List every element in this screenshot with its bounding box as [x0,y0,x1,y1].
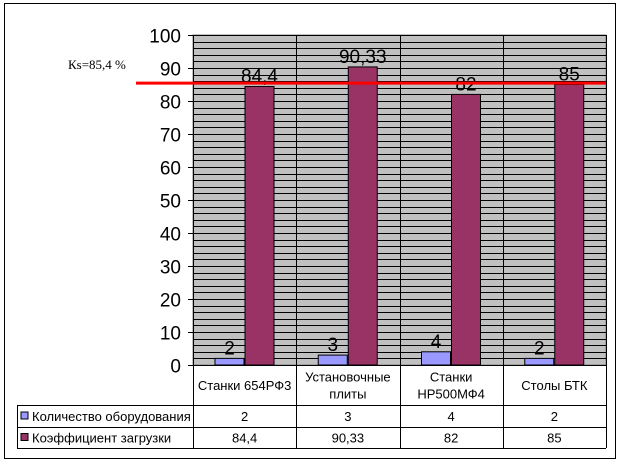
y-tick-label: 10 [160,324,181,345]
category-label: Столы БТК [521,378,588,393]
category-label: HP500МФ4 [417,387,485,402]
category-label: Станки 654РФ3 [198,378,292,393]
data-label: 90,33 [339,47,387,68]
y-tick-label: 40 [160,225,181,246]
legend-series-name: Количество оборудования [32,409,191,424]
bar-equipment-count [421,351,451,366]
legend-swatch [20,411,29,420]
y-tick-label: 60 [160,159,181,180]
y-tick-label: 0 [170,357,181,378]
y-tick-label: 90 [160,60,181,81]
table-cell-value: 82 [444,431,458,446]
bar-load-factor [347,66,378,366]
data-label: 2 [224,338,235,359]
data-label: 82 [455,74,476,95]
y-tick-label: 50 [160,192,181,213]
table-cell-value: 2 [241,409,248,424]
table-cell-value: 84,4 [232,431,257,446]
legend-series-name: Коэффициент загрузки [32,431,171,446]
y-tick-label: 20 [160,291,181,312]
table-cell-value: 2 [551,409,558,424]
data-label: 3 [327,335,338,356]
category-label: Установочные [305,370,391,385]
table-cell-value: 3 [344,409,351,424]
category-label: Станки [430,370,473,385]
reference-line-label: Кs=85,4 % [68,57,126,72]
data-label: 2 [534,338,545,359]
y-tick-label: 100 [149,27,181,48]
data-label: 4 [431,332,442,353]
bar-load-factor [244,85,275,366]
y-tick-label: 70 [160,126,181,147]
y-tick-label: 80 [160,93,181,114]
table-cell-value: 4 [448,409,455,424]
bar-load-factor [554,84,585,366]
data-label: 85 [559,65,580,86]
table-cell-value: 90,33 [332,431,365,446]
table-cell-value: 85 [547,431,561,446]
bar-load-factor [451,93,481,366]
y-tick-label: 30 [160,258,181,279]
category-label: плиты [329,387,366,402]
bar-equipment-count [317,354,348,366]
legend-swatch [20,433,29,441]
